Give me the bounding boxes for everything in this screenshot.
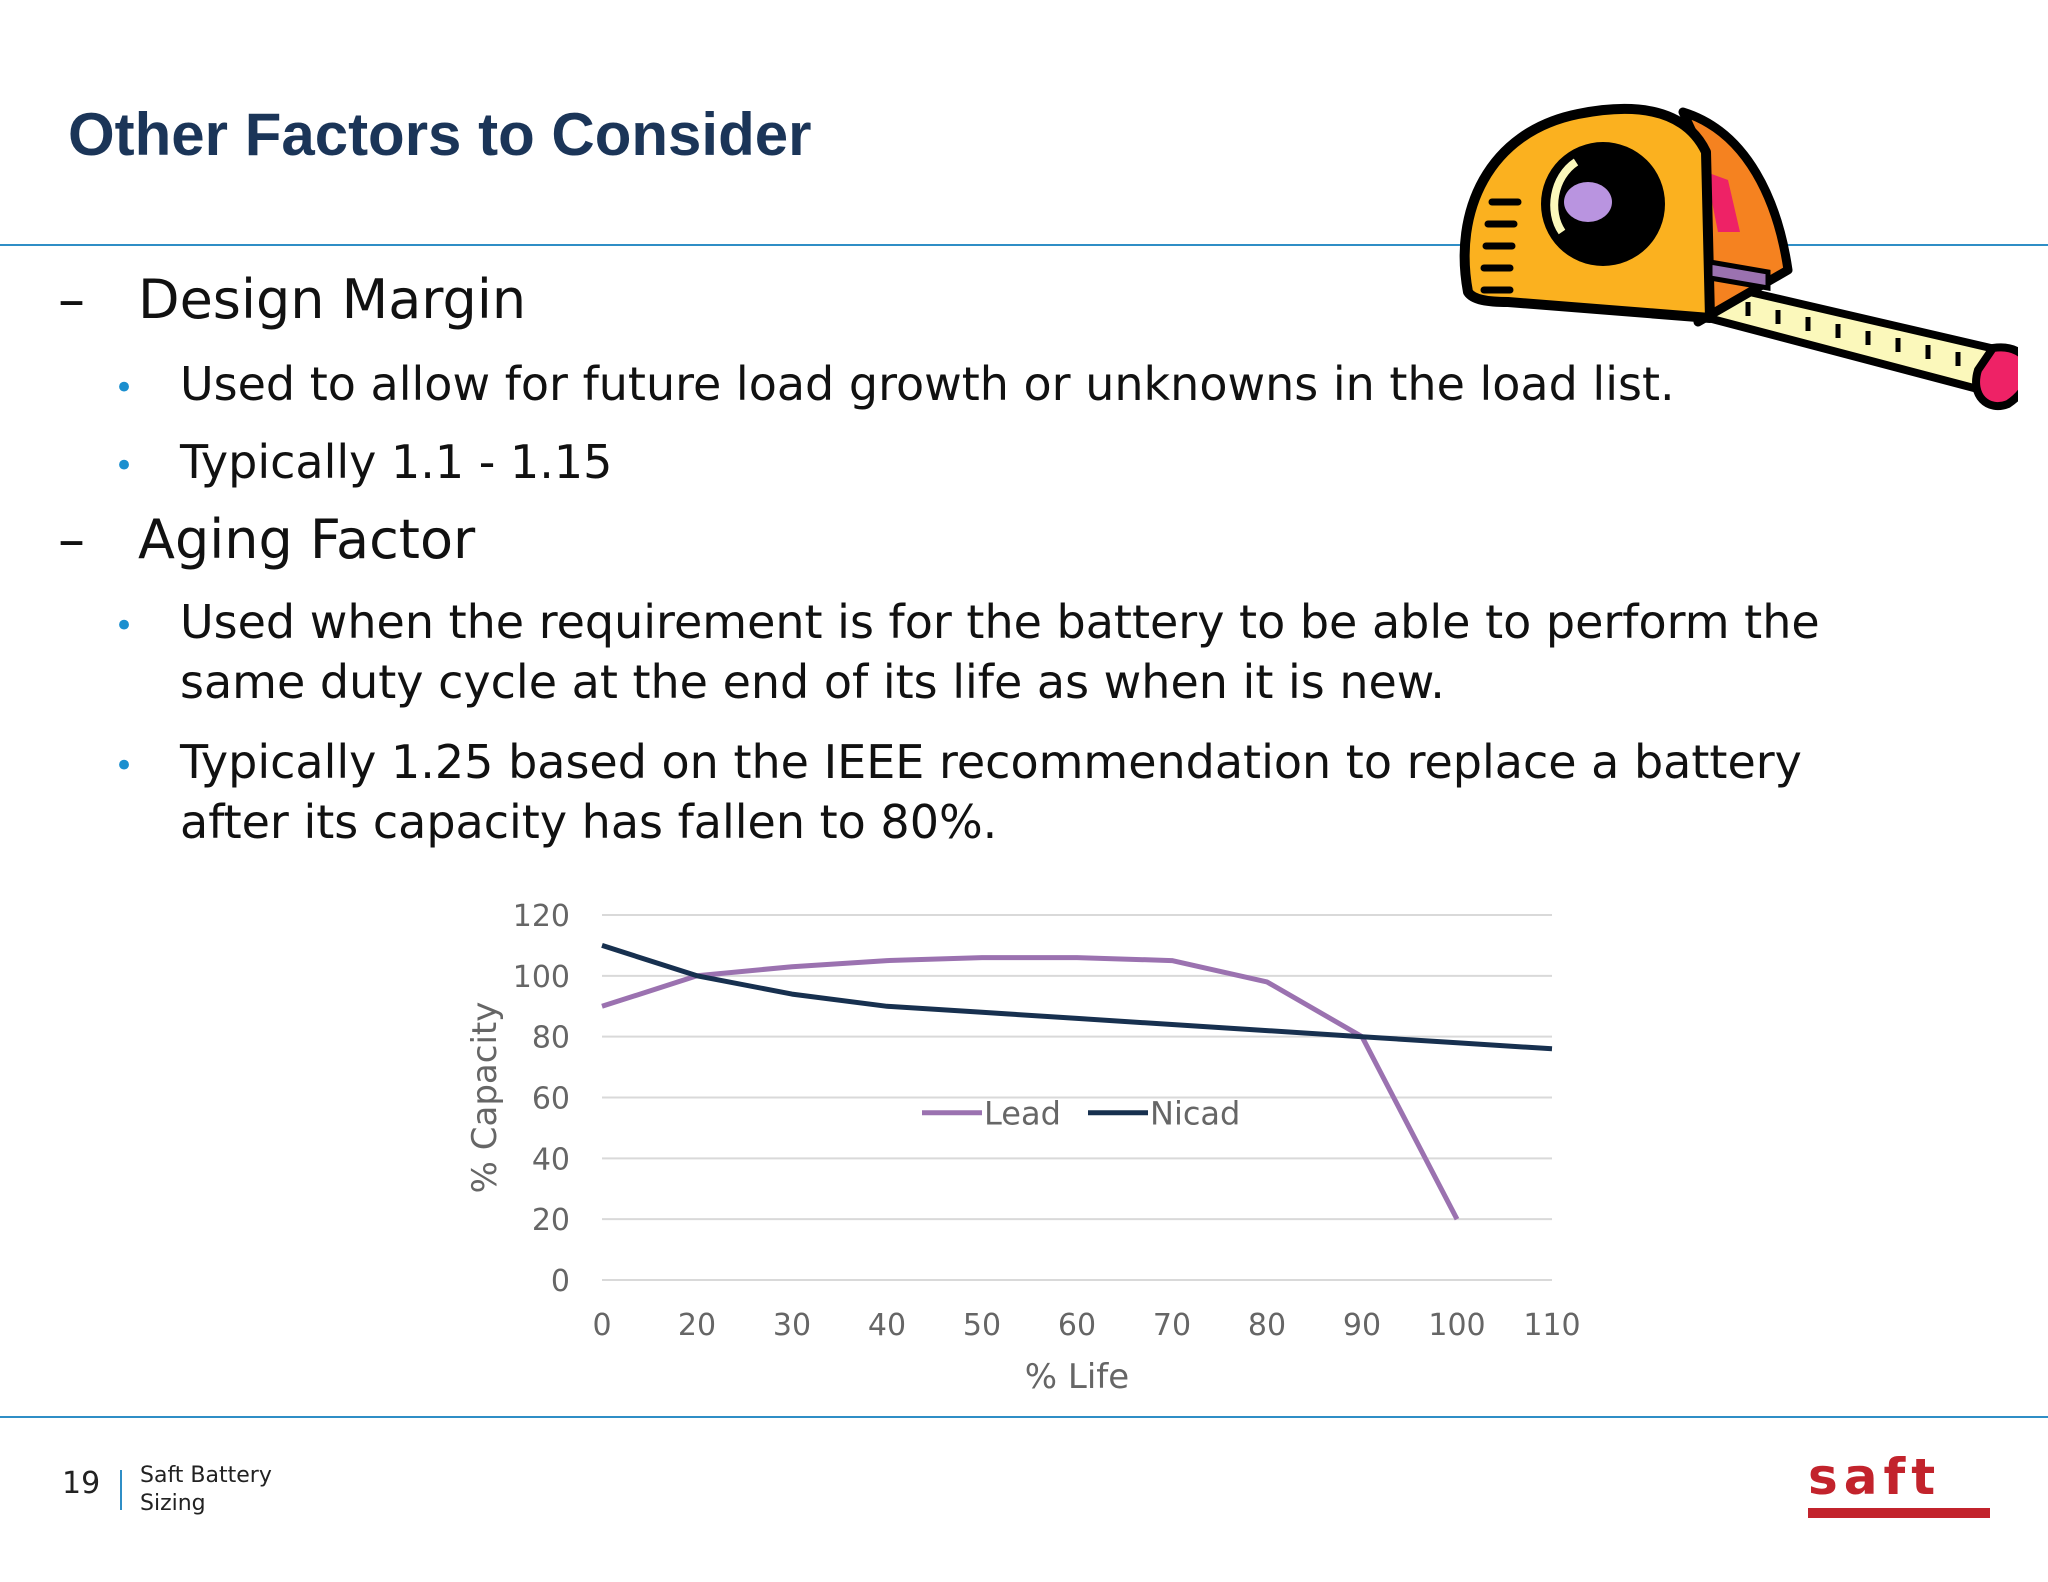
footer-divider <box>0 1416 2048 1418</box>
bullet-marker: • <box>114 606 135 646</box>
x-tick-label: 110 <box>1523 1308 1580 1343</box>
tape-measure-icon <box>1448 92 2033 426</box>
legend-label: Nicad <box>1150 1095 1240 1133</box>
logo-wordmark: saft <box>1808 1448 1942 1506</box>
x-tick-label: 90 <box>1343 1308 1381 1343</box>
x-tick-label: 70 <box>1153 1308 1191 1343</box>
x-tick-label: 0 <box>592 1308 611 1343</box>
capacity-life-chart: 0 20 40 60 80 100 120 0 20 30 40 50 60 70 80 90 100 110 % … <box>465 899 1581 1397</box>
footer-text: Saft Battery Sizing <box>140 1463 272 1516</box>
bullet-text-line: Used when the requirement is for the bat… <box>180 595 1820 649</box>
section-heading: Design Margin <box>138 268 527 331</box>
slide-title: Other Factors to Consider <box>68 101 812 168</box>
y-axis-label: % Capacity <box>465 1002 505 1194</box>
bullet-text-line: same duty cycle at the end of its life a… <box>180 655 1445 709</box>
series-line-lead <box>601 955 1460 1221</box>
y-tick-label: 20 <box>532 1203 570 1238</box>
bullet-marker: • <box>114 746 135 786</box>
bullet-text: Typically 1.1 - 1.15 <box>180 435 613 489</box>
x-tick-label: 40 <box>868 1308 906 1343</box>
x-tick-label: 60 <box>1058 1308 1096 1343</box>
footer-separator <box>120 1470 122 1510</box>
x-tick-label: 50 <box>963 1308 1001 1343</box>
y-tick-label: 120 <box>513 899 570 934</box>
bullet-marker: • <box>114 368 135 408</box>
y-tick-label: 0 <box>551 1264 570 1299</box>
section-heading: Aging Factor <box>138 508 476 571</box>
legend-label: Lead <box>984 1095 1061 1133</box>
bullet-text-line: Typically 1.25 based on the IEEE recomme… <box>180 735 1802 789</box>
saft-logo: saft <box>1808 1452 1992 1518</box>
dash-marker: – <box>58 508 85 571</box>
page-number: 19 <box>62 1466 101 1501</box>
y-tick-label: 40 <box>532 1142 570 1177</box>
bullet-text: Used to allow for future load growth or … <box>180 357 1675 411</box>
x-tick-label: 20 <box>678 1308 716 1343</box>
x-tick-label: 30 <box>773 1308 811 1343</box>
x-tick-label: 80 <box>1248 1308 1286 1343</box>
x-tick-label: 100 <box>1428 1308 1485 1343</box>
y-tick-label: 80 <box>532 1021 570 1056</box>
dash-marker: – <box>58 268 85 331</box>
title-divider <box>0 244 2048 246</box>
logo-underline <box>1808 1508 1990 1518</box>
bullet-marker: • <box>114 446 135 486</box>
y-tick-label: 100 <box>513 960 570 995</box>
y-tick-label: 60 <box>532 1082 570 1117</box>
bullet-text-line: after its capacity has fallen to 80%. <box>180 795 998 849</box>
x-axis-label: % Life <box>1025 1357 1129 1397</box>
series-line-nicad <box>601 943 1553 1052</box>
